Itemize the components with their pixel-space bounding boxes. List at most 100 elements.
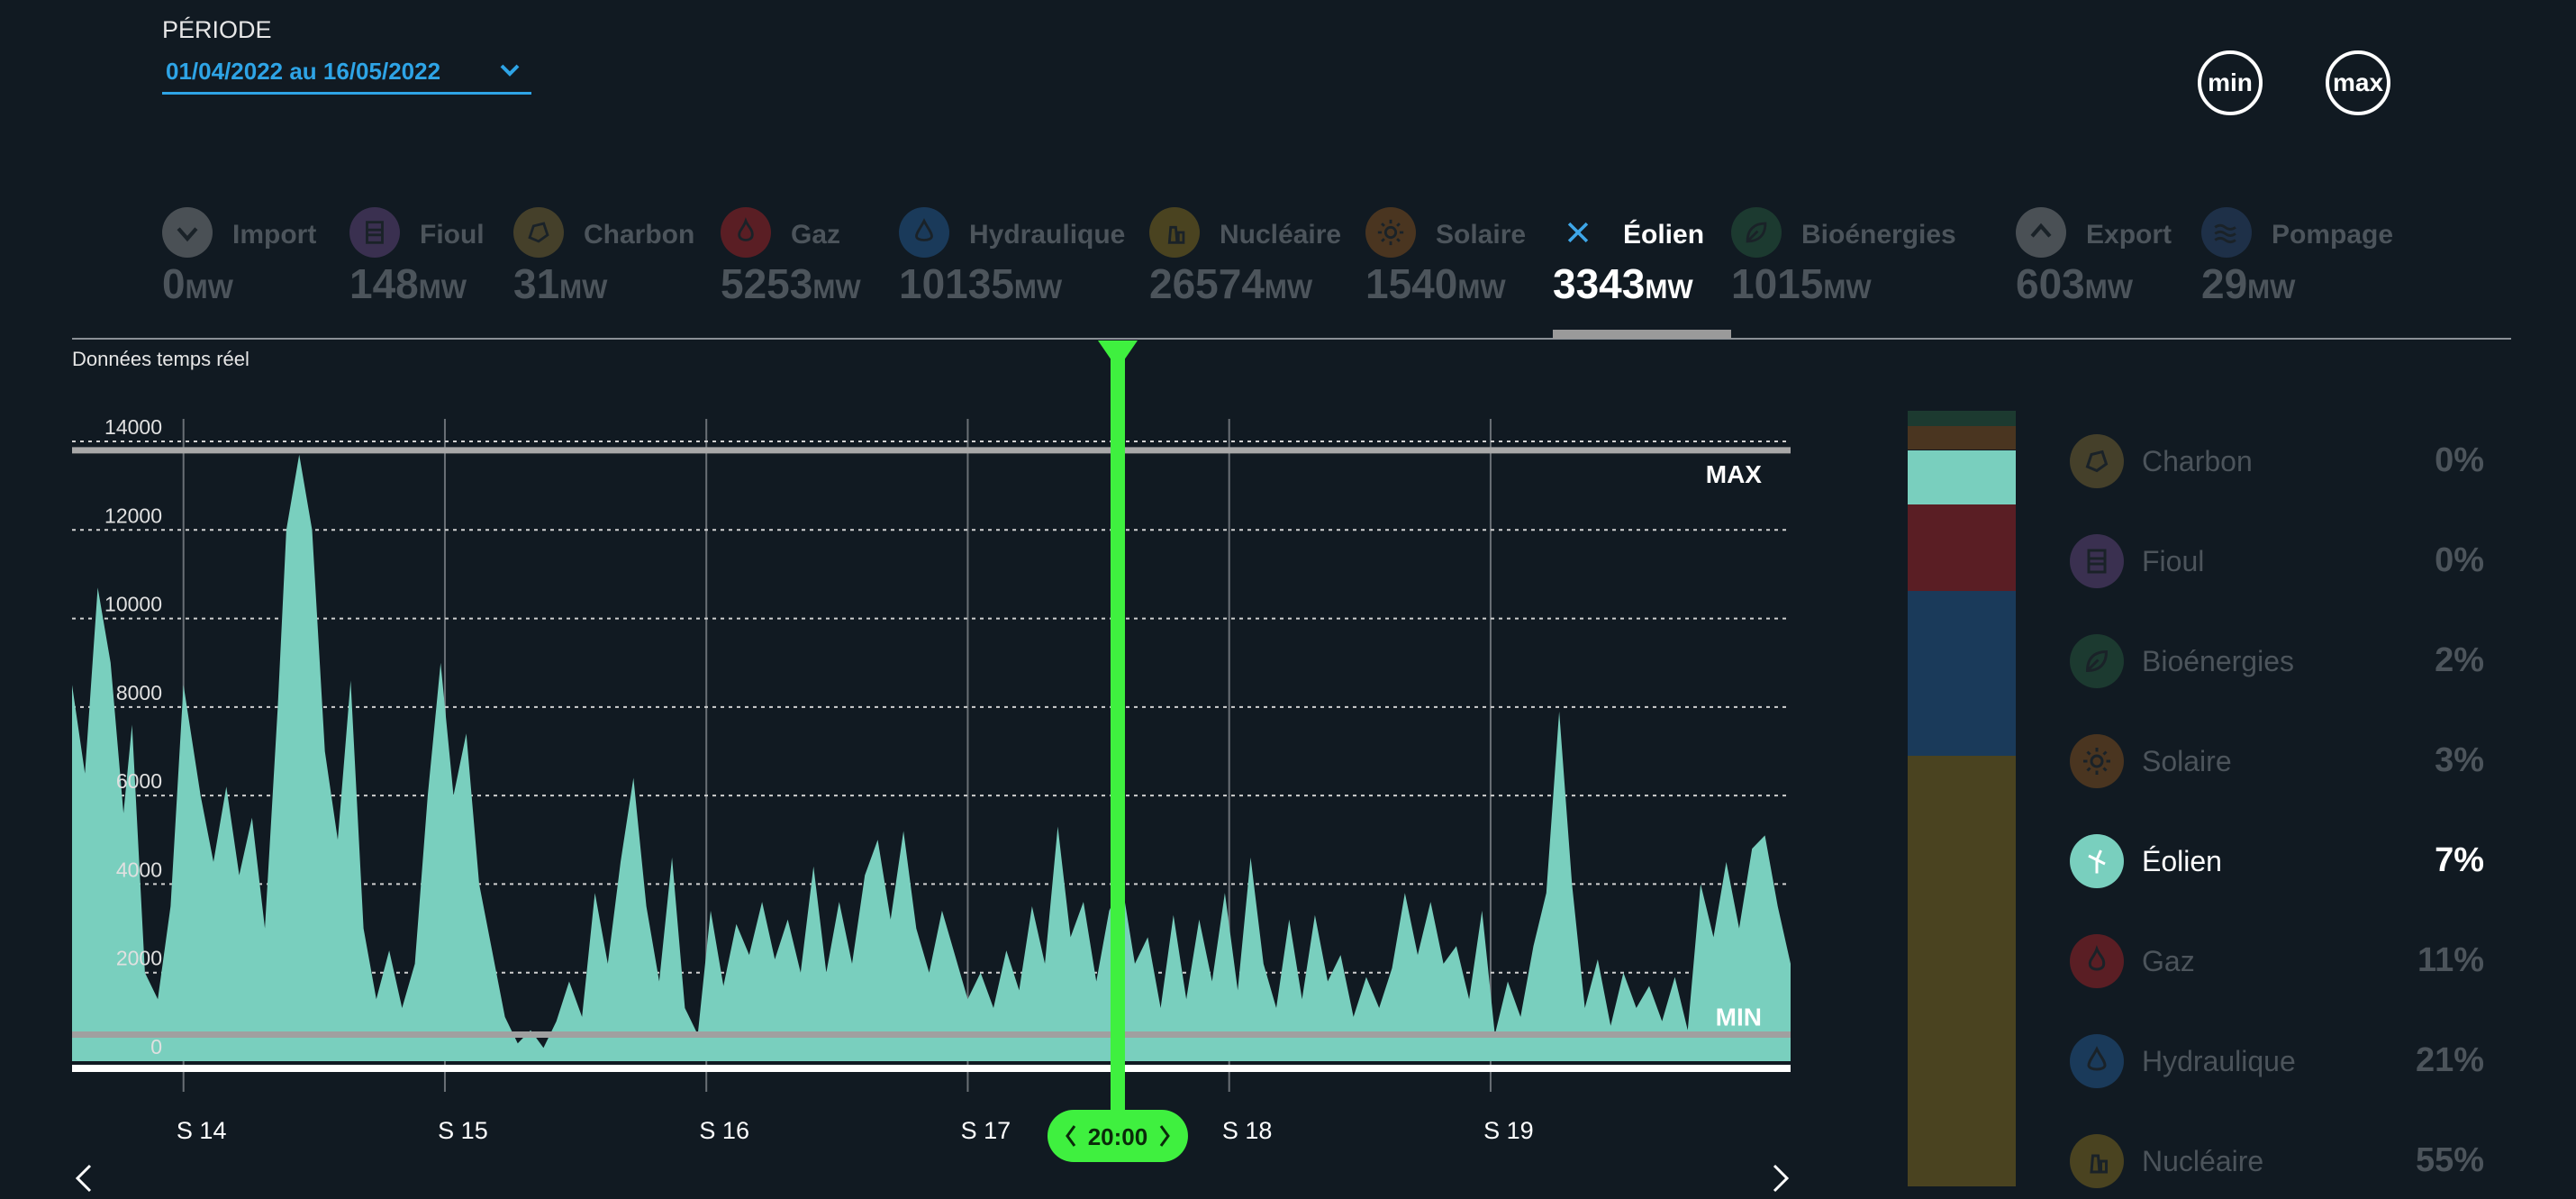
cursor-time-pill[interactable] [1047, 1110, 1188, 1162]
y-tick-label: 4000 [116, 858, 162, 881]
source-name: Gaz [791, 220, 841, 250]
source-value: 5253MW [721, 260, 861, 307]
cursor-time: 20:00 [1088, 1123, 1148, 1150]
stack-segment-nucléaire [1908, 755, 2016, 1187]
chevron-right-icon [1159, 1125, 1170, 1147]
y-tick-label: 12000 [104, 504, 162, 527]
legend-item-solaire[interactable]: Solaire 3% [2070, 734, 2484, 799]
energy-mix-stack [1908, 411, 2016, 1194]
legend-percent: 0% [2435, 541, 2484, 579]
stack-segment-bioénergies [1908, 411, 2016, 427]
min-button[interactable]: min [2198, 50, 2263, 115]
legend-percent: 11% [2417, 941, 2484, 979]
max-label: MAX [1706, 460, 1763, 488]
source-name: Hydraulique [969, 220, 1126, 250]
y-tick-label: 6000 [116, 769, 162, 793]
source-value: 10135MW [899, 260, 1063, 307]
legend-percent: 21% [2415, 1041, 2484, 1079]
legend-item-bioénergies[interactable]: Bioénergies 2% [2070, 634, 2484, 699]
leaf-icon [1731, 207, 1782, 258]
legend-item-hydraulique[interactable]: Hydraulique 21% [2070, 1034, 2484, 1099]
source-value: 1540MW [1365, 260, 1506, 307]
prev-period-arrow-icon[interactable] [70, 1162, 97, 1194]
waves-icon [2201, 207, 2252, 258]
periode-dropdown[interactable]: 01/04/2022 au 16/05/2022 [162, 52, 531, 95]
legend-name: Charbon [2142, 445, 2253, 477]
min-label: MIN [1716, 1004, 1762, 1031]
legend-name: Fioul [2142, 545, 2205, 577]
y-tick-label: 0 [150, 1035, 162, 1058]
y-tick-label: 8000 [116, 681, 162, 704]
legend-item-éolien[interactable]: Éolien 7% [2070, 834, 2484, 899]
sun-icon [1365, 207, 1416, 258]
water-drop-icon [2070, 1034, 2124, 1088]
legend-percent: 7% [2435, 841, 2484, 879]
legend-percent: 0% [2435, 441, 2484, 479]
nuclear-plant-icon [1149, 207, 1200, 258]
source-value: 603MW [2016, 260, 2134, 307]
realtime-label: Données temps réel [72, 348, 249, 370]
close-icon [1553, 207, 1603, 258]
week-label: S 18 [1222, 1117, 1273, 1144]
legend-percent: 2% [2435, 641, 2484, 679]
sun-icon [2070, 734, 2124, 788]
coal-icon [513, 207, 564, 258]
water-drop-icon [899, 207, 949, 258]
chevron-left-icon [1066, 1125, 1076, 1147]
stack-segment-solaire [1908, 426, 2016, 450]
legend-item-charbon[interactable]: Charbon 0% [2070, 434, 2484, 499]
time-cursor[interactable] [1110, 348, 1125, 1149]
source-name: Bioénergies [1801, 220, 1956, 250]
source-name: Solaire [1436, 220, 1527, 250]
y-tick-label: 14000 [104, 415, 162, 439]
next-period-arrow-icon[interactable] [1767, 1162, 1794, 1194]
source-value: 26574MW [1149, 260, 1313, 307]
week-label: S 14 [177, 1117, 227, 1144]
source-value: 29MW [2201, 260, 2296, 307]
chevron-down-icon [162, 207, 213, 258]
legend-name: Hydraulique [2142, 1045, 2296, 1077]
legend-item-nucléaire[interactable]: Nucléaire 55% [2070, 1134, 2484, 1199]
source-name: Export [2086, 220, 2172, 250]
source-value: 31MW [513, 260, 608, 307]
week-label: S 17 [961, 1117, 1011, 1144]
barrel-icon [349, 207, 400, 258]
legend-item-gaz[interactable]: Gaz 11% [2070, 934, 2484, 999]
barrel-icon [2070, 534, 2124, 588]
flame-icon [2070, 934, 2124, 988]
legend-percent: 55% [2415, 1141, 2484, 1179]
max-button[interactable]: max [2326, 50, 2390, 115]
week-label: S 15 [438, 1117, 488, 1144]
periode-value: 01/04/2022 au 16/05/2022 [166, 58, 441, 85]
nuclear-plant-icon [2070, 1134, 2124, 1188]
week-label: S 16 [699, 1117, 749, 1144]
sources-divider [72, 338, 2511, 340]
stack-segment-hydraulique [1908, 591, 2016, 756]
stack-segment-gaz [1908, 504, 2016, 592]
cursor-handle-top [1097, 341, 1138, 369]
coal-icon [2070, 434, 2124, 488]
chevron-down-icon [500, 64, 520, 77]
series-area[interactable] [72, 454, 1791, 1061]
production-chart[interactable]: MAX MIN 0 2000 4000 6000 8000 10000 12000 14000 S … [0, 333, 1855, 1194]
source-name: Charbon [584, 220, 695, 250]
week-label: S 19 [1483, 1117, 1534, 1144]
source-name: Import [232, 220, 317, 250]
legend-name: Bioénergies [2142, 645, 2294, 677]
wind-turbine-icon [2070, 834, 2124, 888]
legend-name: Gaz [2142, 945, 2195, 977]
source-name: Nucléaire [1220, 220, 1342, 250]
flame-icon [721, 207, 771, 258]
chevron-up-icon [2016, 207, 2066, 258]
leaf-icon [2070, 634, 2124, 688]
active-source-indicator [1553, 330, 1731, 339]
legend-name: Nucléaire [2142, 1145, 2264, 1177]
source-value: 0MW [162, 260, 233, 307]
legend-name: Solaire [2142, 745, 2232, 777]
source-value: 3343MW [1553, 260, 1693, 307]
source-value: 148MW [349, 260, 467, 307]
source-name: Éolien [1623, 220, 1705, 250]
legend-percent: 3% [2435, 741, 2484, 779]
source-name: Fioul [420, 220, 485, 250]
legend-item-fioul[interactable]: Fioul 0% [2070, 534, 2484, 599]
